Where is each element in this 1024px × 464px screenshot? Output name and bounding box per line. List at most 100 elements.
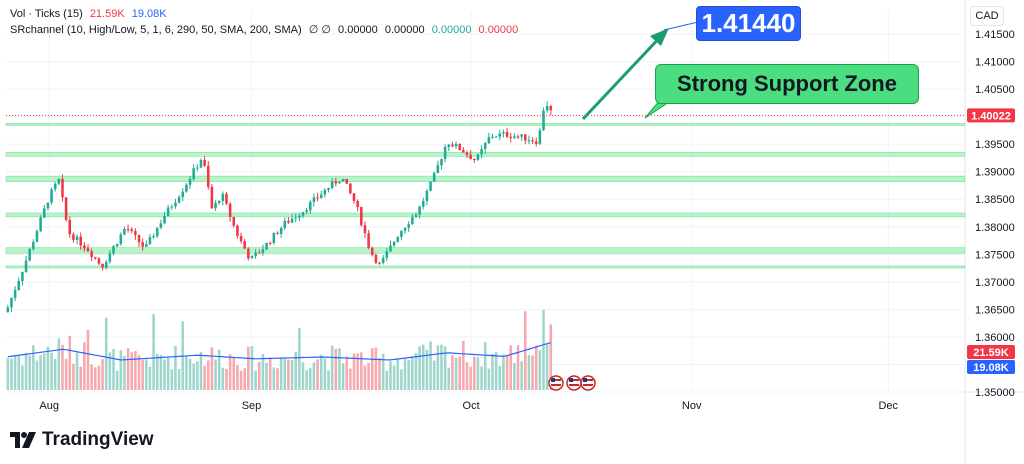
volume-bar (50, 352, 53, 390)
candle-body (17, 280, 21, 291)
candle-body (389, 245, 392, 252)
candle-body (90, 251, 93, 258)
volume-bar (104, 317, 108, 390)
candle-body (279, 228, 283, 234)
candle-body (75, 236, 79, 240)
volume-bar (83, 342, 86, 390)
candle-body (155, 227, 159, 237)
candle-body (166, 207, 170, 217)
flag-canton (583, 378, 587, 382)
volume-bar (119, 350, 123, 390)
candle-body (298, 215, 301, 218)
flag-canton (569, 378, 573, 382)
candle-body (174, 202, 177, 207)
volume-bar (174, 345, 177, 390)
candle-body (411, 217, 414, 225)
candle-body (268, 242, 272, 244)
candle-body (345, 178, 349, 184)
support-zone-band (5, 175, 966, 182)
srchannel-legend: SRchannel (10, High/Low, 5, 1, 6, 290, 5… (10, 23, 522, 36)
candle-body (330, 181, 334, 189)
volume-bar (473, 356, 476, 390)
candle-body (370, 247, 374, 255)
srchannel-legend-value-4: 0.00000 (478, 24, 519, 36)
candle-body (349, 183, 352, 194)
time-tick-label: Dec (878, 400, 898, 412)
volume-bar (363, 365, 367, 390)
candle-body (28, 249, 31, 261)
brand-name: TradingView (42, 429, 154, 450)
volume-bar (261, 354, 265, 390)
trend-arrow (581, 31, 666, 121)
volume-legend-name: Vol · Ticks (15) (10, 8, 83, 20)
volume-bar (516, 345, 520, 390)
volume-bar (531, 355, 534, 390)
candle-body (509, 136, 512, 138)
candle-body (396, 236, 400, 242)
candle-body (83, 245, 86, 249)
volume-bar (323, 358, 327, 390)
volume-bar (378, 358, 381, 390)
candle-body (527, 140, 531, 142)
volume-bar (239, 370, 243, 390)
candle-body (403, 227, 407, 231)
volume-bar (276, 368, 279, 390)
candle-body (505, 132, 509, 137)
currency-selector[interactable]: CAD (970, 6, 1004, 26)
volume-bar (360, 352, 363, 390)
volume-bar (287, 359, 290, 390)
price-callout: 1.41440 (696, 6, 801, 41)
volume-bar (254, 370, 257, 390)
candle-body (531, 140, 534, 142)
candle-body (549, 106, 553, 111)
candle-body (458, 143, 461, 151)
volume-bar (217, 349, 221, 390)
volume-bar (101, 359, 104, 390)
volume-bar (447, 367, 451, 390)
volume-bar (498, 366, 502, 390)
volume-bar (352, 353, 356, 390)
candle-body (148, 237, 152, 245)
volume-axis-label-2: 19.08K (973, 362, 1009, 374)
volume-bar (403, 357, 407, 390)
candle-body (199, 159, 203, 168)
candle-body (323, 189, 327, 195)
candle-body (24, 260, 28, 272)
candle-body (108, 253, 112, 262)
candles (6, 101, 553, 313)
candle-body (97, 258, 101, 264)
candle-body (498, 133, 502, 137)
volume-bar (418, 346, 421, 390)
candle-body (217, 200, 221, 203)
candle-body (360, 207, 363, 226)
tradingview-logo-icon (10, 432, 36, 448)
volume-bar (145, 359, 148, 390)
candle-body (367, 233, 370, 248)
candle-body (400, 230, 403, 237)
price-tick-label: 1.41000 (975, 57, 1015, 69)
candle-body (206, 165, 210, 187)
candle-body (451, 144, 454, 147)
trend-arrow-head (650, 28, 669, 46)
candle-body (513, 136, 516, 138)
volume-bar (155, 353, 159, 390)
candle-body (72, 234, 75, 240)
candle-body (86, 248, 90, 252)
candle-body (473, 158, 476, 160)
volume-bar (411, 356, 414, 390)
volume-bar (112, 348, 115, 390)
volume-bar (374, 347, 378, 390)
us-flag-icon (548, 375, 564, 391)
candle-body (141, 242, 144, 247)
candle-body (480, 148, 483, 155)
volume-bar (545, 344, 549, 390)
candle-body (432, 172, 436, 182)
candle-body (13, 290, 17, 298)
volume-bar (301, 362, 305, 390)
candle-body (123, 228, 126, 235)
volume-bar (491, 353, 494, 390)
volume-bar (283, 358, 287, 390)
volume-bar (367, 362, 370, 390)
candle-body (145, 244, 148, 247)
